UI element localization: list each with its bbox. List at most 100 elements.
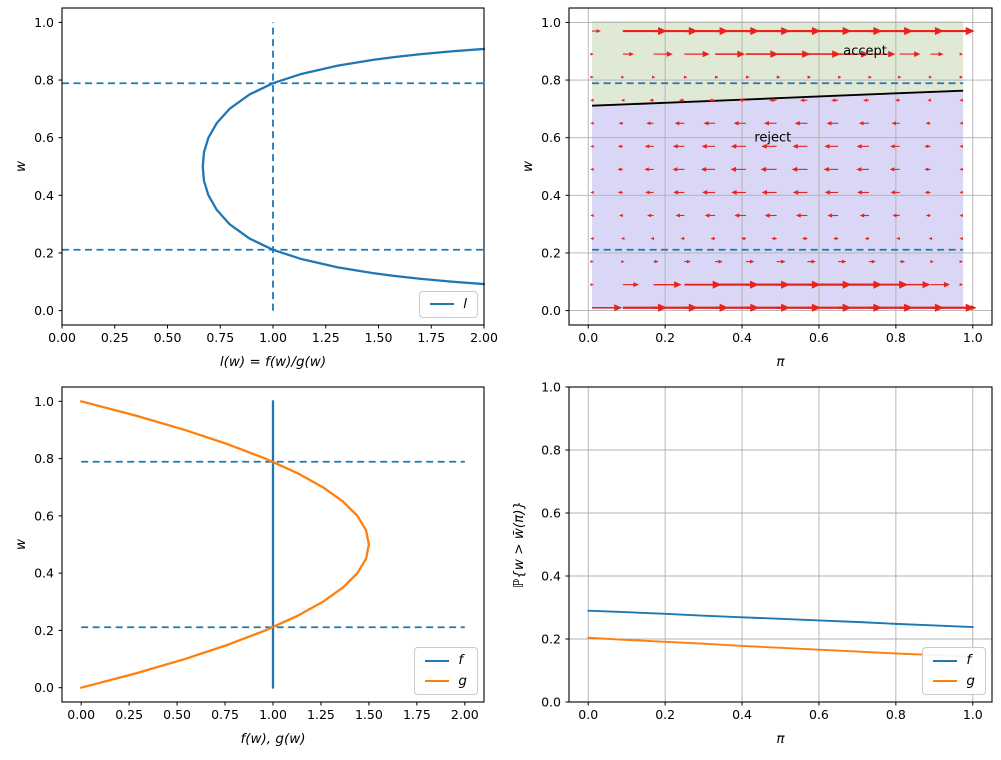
legend-line-sample xyxy=(933,659,958,662)
legend-top-left: l xyxy=(419,290,478,318)
quiver-arrow xyxy=(826,121,839,126)
legend-item-label: g xyxy=(458,672,467,689)
x-tick-label: 0.0 xyxy=(578,330,598,345)
quiver-arrow xyxy=(857,190,869,195)
x-tick-label: 1.00 xyxy=(259,330,287,345)
quiver-arrow xyxy=(794,121,808,126)
y-tick-label: 0.2 xyxy=(34,623,54,638)
x-tick-label: 1.0 xyxy=(963,330,983,345)
quiver-arrow xyxy=(733,121,746,126)
quiver-arrow xyxy=(795,213,808,218)
legend-line-sample xyxy=(430,303,455,306)
quiver-arrow xyxy=(700,167,716,172)
quiver-arrow xyxy=(730,166,746,172)
legend-line-sample xyxy=(933,680,958,683)
x-tick-label: 1.25 xyxy=(307,707,335,722)
quiver-arrow xyxy=(715,75,719,79)
quiver-arrow xyxy=(899,259,906,264)
quiver-arrow xyxy=(959,121,963,125)
legend-line-sample xyxy=(425,680,450,683)
legend-item-label: f xyxy=(458,652,464,668)
quiver-arrow xyxy=(891,121,900,126)
quiver-arrow xyxy=(823,166,839,172)
quiver-arrow xyxy=(771,236,777,241)
quiver-arrow xyxy=(807,50,841,58)
quiver-arrow xyxy=(590,98,594,102)
x-tick-label: 1.0 xyxy=(963,707,983,722)
quiver-arrow xyxy=(899,281,931,289)
y-tick-label: 1.0 xyxy=(541,15,561,30)
wbar-boundary-line xyxy=(592,89,964,107)
y-tick-label: 0.6 xyxy=(541,506,561,521)
x-tick-label: 1.50 xyxy=(365,330,393,345)
reject-label: reject xyxy=(754,131,791,146)
quiver-arrow xyxy=(761,190,777,195)
quiver-arrow xyxy=(590,75,594,79)
quiver-arrow xyxy=(928,75,933,79)
quiver-arrow xyxy=(617,190,623,195)
quiver-arrow xyxy=(652,75,656,79)
quiver-arrow xyxy=(738,98,746,103)
x-tick-label: 0.4 xyxy=(732,707,752,722)
x-tick-label: 0.50 xyxy=(154,330,182,345)
x-tick-label: 1.50 xyxy=(355,707,383,722)
quiver-arrow xyxy=(653,259,659,264)
quiver-arrow xyxy=(959,98,963,102)
series-g-line xyxy=(80,400,371,689)
quiver-arrow xyxy=(802,236,808,241)
quiver-arrow xyxy=(807,259,816,264)
quiver-arrow xyxy=(621,98,625,102)
axes-spines xyxy=(568,386,993,703)
y-tick-label: 0.8 xyxy=(34,73,54,88)
quiver-arrow xyxy=(644,144,654,149)
quiver-arrow xyxy=(649,98,654,102)
quiver-arrow xyxy=(702,190,716,195)
quiver-arrow xyxy=(961,305,977,311)
x-tick-label: 0.8 xyxy=(886,330,906,345)
quiver-arrow xyxy=(824,190,839,195)
x-tick-label: 0.25 xyxy=(101,330,129,345)
legend-item-l: l xyxy=(430,297,467,312)
quiver-arrow xyxy=(704,213,716,218)
y-tick-label: 1.0 xyxy=(541,380,561,395)
x-tick-label: 0.4 xyxy=(732,330,752,345)
accept-region xyxy=(592,20,964,106)
quiver-arrow xyxy=(895,98,900,102)
quiver-arrow xyxy=(592,29,601,34)
y-tick-label: 0.6 xyxy=(34,508,54,523)
quiver-arrow xyxy=(621,237,625,241)
x-tick-label: 0.6 xyxy=(809,330,829,345)
legend-item-label: f xyxy=(966,652,972,668)
quiver-arrow xyxy=(621,75,625,79)
y-tick-label: 0.0 xyxy=(541,695,561,710)
x-tick-label: 2.00 xyxy=(470,330,498,345)
x-tick-label: 0.2 xyxy=(655,330,675,345)
xlabel-top-left: l(w) = f(w)/g(w) xyxy=(220,354,326,370)
x-tick-label: 0.0 xyxy=(578,707,598,722)
quiver-arrow xyxy=(590,283,594,287)
quiver-arrow xyxy=(898,75,902,79)
x-tick-label: 0.6 xyxy=(809,707,829,722)
quiver-arrow xyxy=(590,260,594,264)
quiver-arrow xyxy=(959,75,964,79)
quiver-arrow xyxy=(674,121,685,126)
quiver-arrow xyxy=(761,143,777,149)
ylabel-bottom-right: ℙ{w > w̄(π)} xyxy=(511,501,527,588)
quiver-arrow xyxy=(838,50,869,58)
quiver-arrow xyxy=(646,121,654,126)
y-tick-label: 0.2 xyxy=(34,245,54,260)
accept-label: accept xyxy=(843,44,887,59)
x-tick-label: 2.00 xyxy=(451,707,479,722)
quiver-arrow xyxy=(680,236,685,241)
quiver-arrow xyxy=(673,190,685,195)
quiver-arrow xyxy=(892,213,900,218)
quiver-arrow xyxy=(650,236,655,241)
quiver-arrow xyxy=(764,213,777,218)
y-tick-label: 1.0 xyxy=(34,394,54,409)
x-tick-label: 1.00 xyxy=(259,707,287,722)
subplot-top-right: accept reject 0.0 0.2 0.4 0.6 0.8 1.0 0.0 0.2 0.4 0… xyxy=(520,7,993,370)
quiver-arrow xyxy=(731,190,746,195)
quiver-arrow xyxy=(653,51,673,57)
